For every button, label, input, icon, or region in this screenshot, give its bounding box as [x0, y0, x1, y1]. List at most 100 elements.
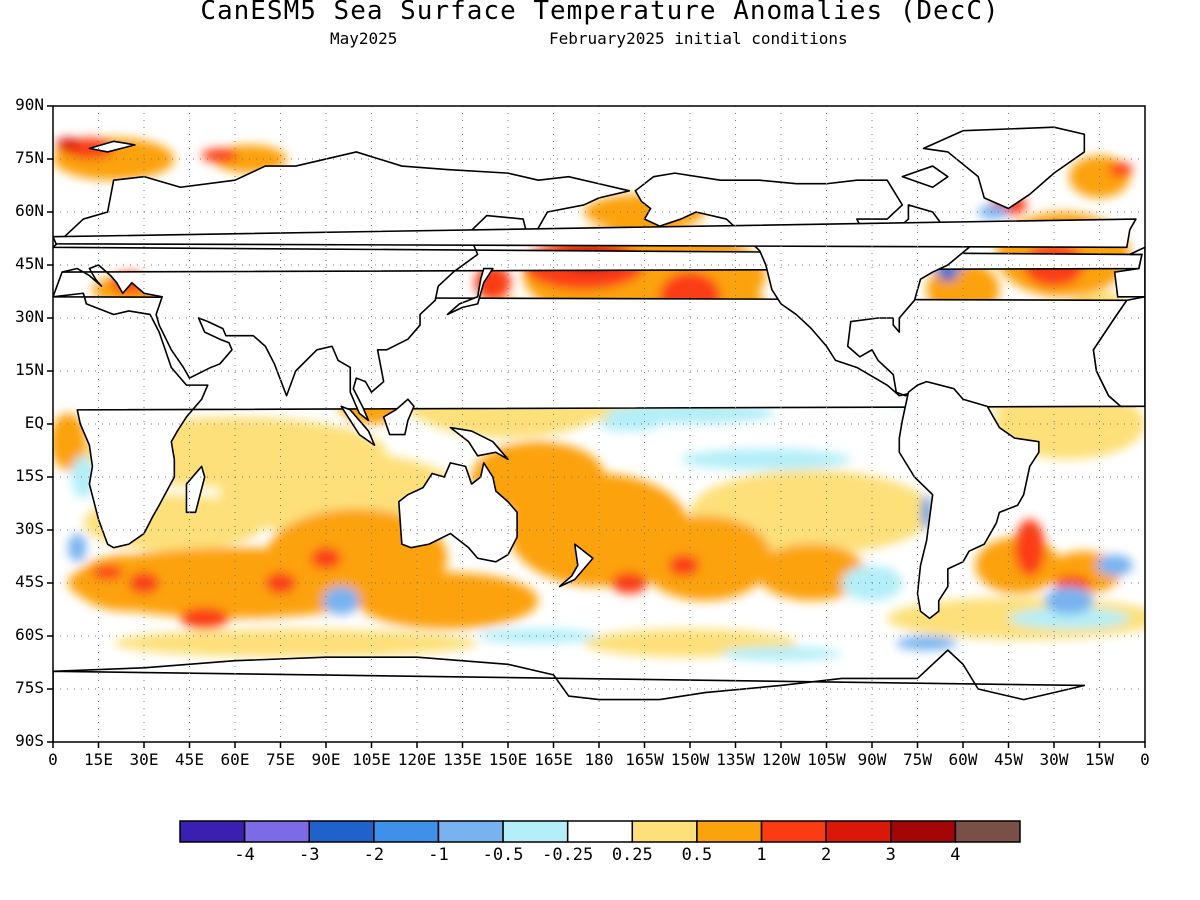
colorbar-label: -0.25 — [542, 845, 594, 865]
anomaly-region — [680, 448, 851, 470]
colorbar-swatch — [243, 820, 310, 843]
y-tick-label: 75N — [15, 148, 44, 167]
y-tick-label: 45N — [15, 254, 44, 273]
x-tick-label: 60W — [948, 750, 978, 769]
y-tick-label: 30N — [15, 307, 44, 326]
anomaly-region — [1014, 519, 1045, 576]
colorbar-label: -3 — [298, 845, 320, 865]
x-tick-label: 60E — [220, 750, 250, 769]
anomaly-region — [201, 148, 239, 163]
x-tick-label: 0 — [1140, 750, 1150, 769]
x-tick-label: 75E — [266, 750, 295, 769]
x-tick-label: 105W — [807, 750, 846, 769]
y-tick-label: 45S — [15, 572, 44, 591]
landmass-greenland — [922, 126, 1086, 210]
colorbar-swatch — [631, 820, 698, 843]
colorbar-swatch — [954, 820, 1021, 843]
x-tick-label: 105E — [352, 750, 391, 769]
colorbar-label: 3 — [885, 845, 896, 865]
y-tick-label: 30S — [15, 519, 44, 538]
initial-conditions: February2025 initial conditions — [549, 29, 848, 48]
anomaly-region — [310, 547, 342, 569]
colorbar-swatch — [502, 820, 569, 843]
x-tick-label: 90W — [857, 750, 887, 769]
y-tick-label: 60N — [15, 201, 44, 220]
x-tick-label: 135W — [716, 750, 755, 769]
landmass-svalbard — [88, 140, 136, 153]
x-tick-label: 0 — [48, 750, 58, 769]
anomaly-region — [356, 572, 539, 629]
x-tick-label: 15W — [1085, 750, 1114, 769]
colorbar-label: -2 — [363, 845, 385, 865]
colorbar-label: -0.5 — [482, 845, 524, 865]
landmass-new-guinea — [449, 426, 509, 461]
y-tick-label: EQ — [24, 413, 44, 432]
x-tick-label: 90E — [311, 750, 341, 769]
colorbar-label: 1 — [756, 845, 767, 865]
anomaly-region — [477, 628, 599, 644]
x-tick-label: 165W — [625, 750, 664, 769]
anomaly-region — [1096, 554, 1133, 576]
colorbar-swatch — [566, 820, 634, 843]
y-tick-label: 75S — [15, 678, 44, 697]
y-tick-label: 15S — [15, 466, 44, 485]
anomaly-region — [322, 586, 360, 615]
colorbar-swatch — [179, 820, 246, 843]
anomaly-region — [71, 455, 96, 499]
y-tick-label: 60S — [15, 625, 44, 644]
forecast-month: May2025 — [330, 29, 398, 48]
y-tick-label: 90S — [15, 731, 44, 750]
anomaly-region — [720, 646, 842, 661]
x-tick-label: 30E — [129, 750, 159, 769]
colorbar — [179, 820, 1021, 843]
anomaly-region — [638, 515, 772, 601]
x-tick-label: 45W — [994, 750, 1023, 769]
anomaly-region — [471, 441, 606, 513]
colorbar-label: 0.25 — [611, 845, 653, 865]
anomaly-region — [53, 413, 87, 470]
anomaly-region — [74, 554, 184, 612]
x-tick-label: 30W — [1039, 750, 1069, 769]
anomaly-region — [1054, 575, 1091, 591]
y-tick-label: 15N — [15, 360, 44, 379]
anomaly-region — [756, 544, 866, 601]
landmass-eurasia-east — [53, 151, 1143, 422]
anomaly-region — [668, 554, 700, 576]
colorbar-label: 4 — [950, 845, 961, 865]
y-tick-label: 90N — [15, 95, 44, 114]
landmass-borneo — [382, 398, 415, 436]
continent-outlines — [53, 126, 1145, 742]
colorbar-swatch — [760, 820, 827, 843]
landmass-north-america — [634, 172, 970, 397]
colorbar-swatch — [890, 820, 957, 843]
colorbar-label: 0.5 — [681, 845, 713, 865]
landmass-uk — [53, 218, 1137, 249]
anomaly-region — [599, 416, 660, 432]
landmass-baffin — [901, 165, 949, 189]
x-tick-label: 15E — [84, 750, 113, 769]
anomaly-region — [938, 270, 957, 281]
anomaly-region — [1008, 607, 1130, 629]
anomaly-region — [978, 204, 1009, 220]
colorbar-label: 2 — [821, 845, 832, 865]
colorbar-swatch — [825, 820, 892, 843]
anomaly-region — [1044, 586, 1094, 615]
anomaly-region — [68, 533, 87, 562]
x-tick-label: 150E — [488, 750, 528, 769]
x-tick-label: 180 — [584, 750, 614, 769]
x-tick-label: 165E — [534, 750, 573, 769]
x-tick-label: 45E — [175, 750, 204, 769]
landmass-south-america — [898, 380, 1040, 620]
colorbar-label: -4 — [234, 845, 255, 865]
anomaly-region — [92, 565, 123, 580]
anomaly-region — [56, 137, 81, 152]
landmass-iberia — [1113, 246, 1145, 298]
colorbar-swatch — [696, 820, 763, 843]
x-tick-label: 150W — [670, 750, 710, 769]
colorbar-label: -1 — [428, 845, 449, 865]
grid-lines — [53, 106, 1145, 742]
chart-title: CanESM5 Sea Surface Temperature Anomalie… — [200, 0, 1000, 26]
x-tick-label: 120E — [397, 750, 437, 769]
landmass-australia — [398, 462, 518, 563]
